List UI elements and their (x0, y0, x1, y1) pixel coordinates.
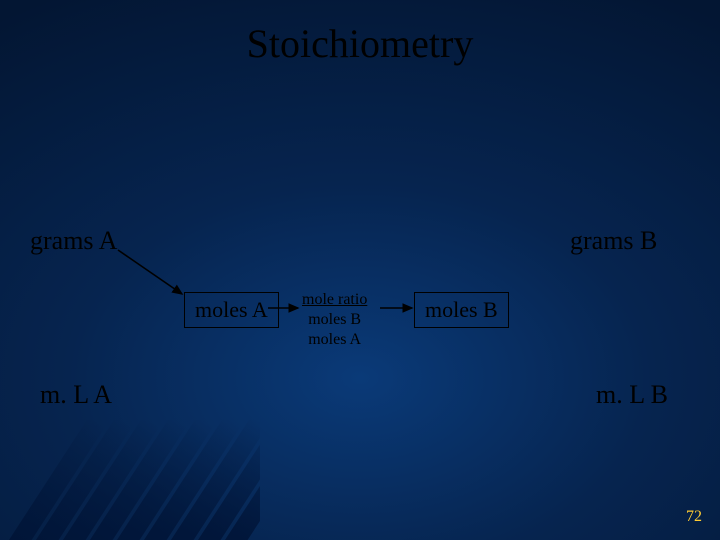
label-grams-b: grams B (570, 226, 657, 256)
ratio-line2: moles B (302, 310, 367, 330)
label-ml-b: m. L B (596, 380, 668, 410)
corner-hatch (0, 420, 260, 540)
slide-title: Stoichiometry (0, 20, 720, 67)
slide-number: 72 (686, 508, 702, 526)
label-ml-a: m. L A (40, 380, 112, 410)
ratio-line1: mole ratio (302, 290, 367, 310)
slide: Stoichiometry grams A grams B m. L A m. … (0, 0, 720, 540)
box-moles-a: moles A (184, 292, 279, 328)
ratio-line3: moles A (302, 330, 367, 350)
box-moles-b: moles B (414, 292, 509, 328)
label-grams-a: grams A (30, 226, 117, 256)
mole-ratio: mole ratio moles B moles A (302, 290, 367, 350)
